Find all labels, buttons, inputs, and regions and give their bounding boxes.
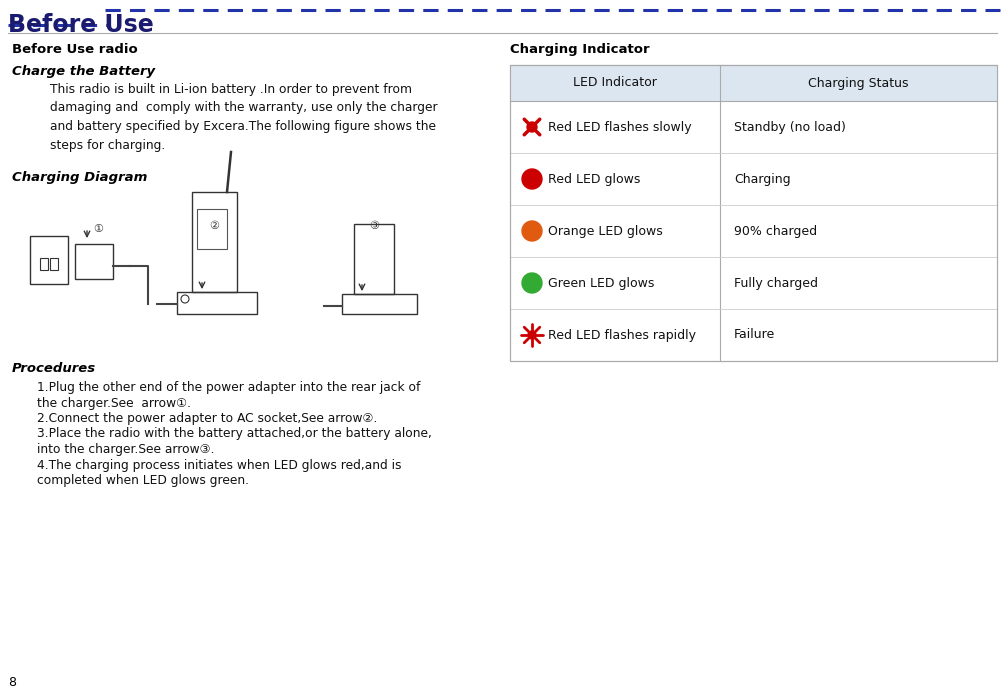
Bar bbox=[510, 65, 997, 101]
Circle shape bbox=[527, 122, 537, 132]
Circle shape bbox=[522, 169, 542, 189]
Text: ①: ① bbox=[93, 224, 103, 234]
Text: 1.Plug the other end of the power adapter into the rear jack of: 1.Plug the other end of the power adapte… bbox=[37, 381, 420, 394]
Text: into the charger.See arrow③.: into the charger.See arrow③. bbox=[37, 443, 214, 456]
Text: This radio is built in Li-ion battery .In order to prevent from
damaging and  co: This radio is built in Li-ion battery .I… bbox=[50, 83, 437, 152]
Circle shape bbox=[522, 221, 542, 241]
Text: Before Use radio: Before Use radio bbox=[12, 43, 138, 56]
Text: Charging Indicator: Charging Indicator bbox=[510, 43, 649, 56]
Text: Standby (no load): Standby (no load) bbox=[734, 120, 846, 133]
Text: 2.Connect the power adapter to AC socket,See arrow②.: 2.Connect the power adapter to AC socket… bbox=[37, 412, 377, 425]
Text: the charger.See  arrow①.: the charger.See arrow①. bbox=[37, 397, 191, 409]
Bar bbox=[75, 244, 113, 279]
Circle shape bbox=[522, 273, 542, 293]
Text: Charge the Battery: Charge the Battery bbox=[12, 65, 155, 78]
Text: Red LED flashes slowly: Red LED flashes slowly bbox=[548, 120, 691, 133]
Text: ②: ② bbox=[209, 221, 219, 231]
Text: 4.The charging process initiates when LED glows red,and is: 4.The charging process initiates when LE… bbox=[37, 459, 402, 471]
Text: Charging: Charging bbox=[734, 172, 791, 186]
Text: Orange LED glows: Orange LED glows bbox=[548, 224, 662, 238]
Text: Fully charged: Fully charged bbox=[734, 277, 818, 290]
Text: Green LED glows: Green LED glows bbox=[548, 277, 654, 290]
Text: ③: ③ bbox=[369, 221, 379, 231]
Bar bbox=[50, 258, 58, 270]
Text: Failure: Failure bbox=[734, 329, 775, 341]
Bar bbox=[197, 209, 227, 249]
Text: LED Indicator: LED Indicator bbox=[573, 76, 657, 90]
Bar bbox=[40, 258, 48, 270]
Circle shape bbox=[528, 331, 536, 339]
Text: Charging Status: Charging Status bbox=[808, 76, 909, 90]
Bar bbox=[342, 294, 417, 314]
Text: 3.Place the radio with the battery attached,or the battery alone,: 3.Place the radio with the battery attac… bbox=[37, 427, 432, 441]
Text: 8: 8 bbox=[8, 676, 16, 689]
Bar bbox=[192, 192, 237, 292]
Text: Red LED flashes rapidly: Red LED flashes rapidly bbox=[548, 329, 696, 341]
Text: completed when LED glows green.: completed when LED glows green. bbox=[37, 474, 249, 487]
Bar bbox=[510, 65, 997, 361]
Bar bbox=[30, 236, 68, 284]
Text: Charging Diagram: Charging Diagram bbox=[12, 171, 148, 184]
Text: 90% charged: 90% charged bbox=[734, 224, 817, 238]
Text: Procedures: Procedures bbox=[12, 362, 96, 375]
Text: Before Use: Before Use bbox=[8, 13, 154, 37]
Bar bbox=[354, 224, 394, 294]
Bar bbox=[510, 65, 997, 361]
Text: Red LED glows: Red LED glows bbox=[548, 172, 640, 186]
Bar bbox=[177, 292, 257, 314]
